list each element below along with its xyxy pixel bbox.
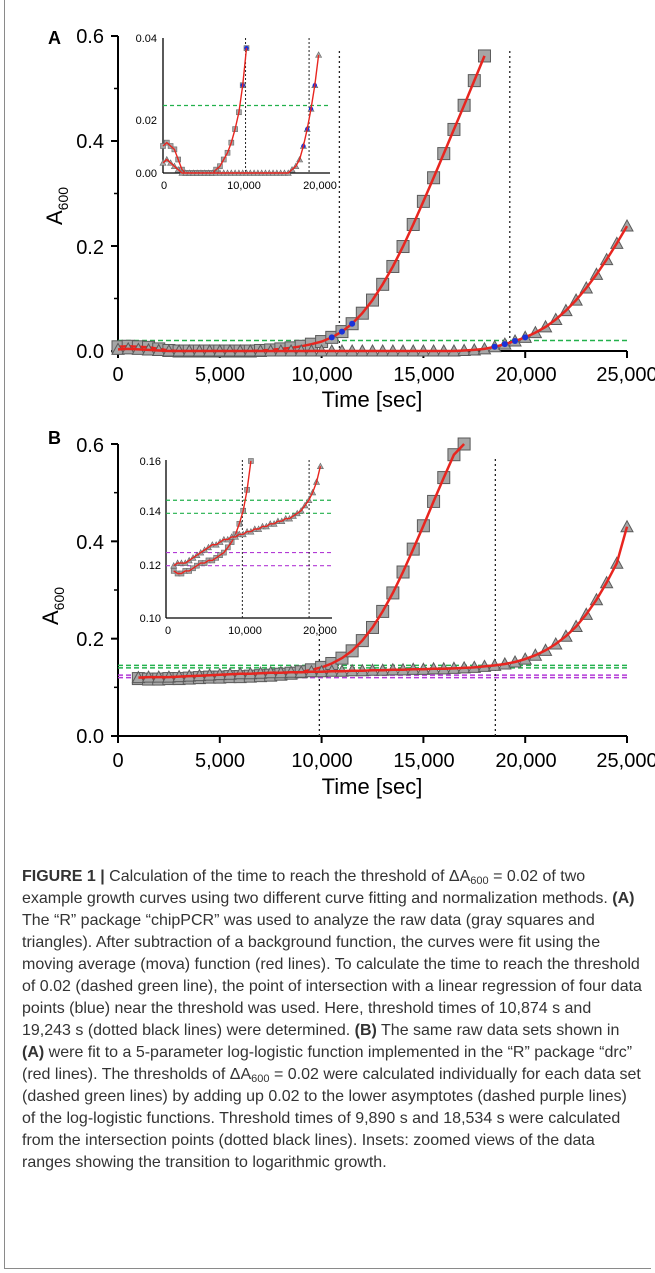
b-ytick-2: 0.4 <box>76 532 104 554</box>
caption-ref-a: (A) <box>22 1044 45 1061</box>
b-inset-xtick-1: 10,000 <box>228 625 262 637</box>
caption-sub-2: 600 <box>251 1073 270 1085</box>
a-ytick-1: 0.2 <box>76 237 104 259</box>
a-xlabel: Time [sec] <box>322 387 423 412</box>
a-inset-xtick-1: 10,000 <box>227 180 261 192</box>
b-inset-ytick-2: 0.12 <box>140 560 161 572</box>
a-inset-ytick-1: 0.02 <box>136 115 157 127</box>
b-inset-xtick-0: 0 <box>165 625 171 637</box>
a-regression-point <box>328 334 335 341</box>
a-xtick-5: 25,000 <box>596 364 655 386</box>
caption-tag-a: (A) <box>612 890 635 907</box>
figure-frame <box>4 0 651 1269</box>
b-ytick-3: 0.6 <box>76 435 104 457</box>
a-regression-point <box>501 341 508 348</box>
caption-label: FIGURE 1 | <box>22 868 105 885</box>
b-inset-fit-line-1 <box>173 460 252 575</box>
b-fit-line-2 <box>138 526 629 679</box>
a-regression-point <box>491 343 498 350</box>
figure-caption: FIGURE 1 | Calculation of the time to re… <box>22 866 644 1174</box>
b-xtick-1: 5,000 <box>195 750 245 772</box>
a-regression-point <box>338 328 345 335</box>
a-triangle-point <box>620 219 634 232</box>
a-regression-point <box>522 334 529 341</box>
a-ylabel: A600 <box>42 187 71 225</box>
b-inset-ytick-3: 0.10 <box>140 613 161 625</box>
caption-tag-b: (B) <box>354 1022 377 1039</box>
caption-text-1b: = 0.02 of two example growth curves usin… <box>22 868 608 907</box>
b-xtick-3: 15,000 <box>393 750 454 772</box>
a-xtick-3: 15,000 <box>393 364 454 386</box>
caption-text-1a: Calculation of the time to reach the thr… <box>109 868 471 885</box>
a-fit-line-2 <box>117 225 629 353</box>
b-ylabel: A600 <box>38 587 67 625</box>
caption-sub-1: 600 <box>470 875 489 887</box>
a-regression-point <box>512 338 519 345</box>
b-inset-fit-line-2 <box>173 466 322 567</box>
b-xlabel: Time [sec] <box>322 774 423 799</box>
b-triangle-point <box>620 519 634 533</box>
b-inset-ytick-0: 0.16 <box>140 456 161 468</box>
a-inset-xtick-2: 20,000 <box>303 180 337 192</box>
a-regression-point <box>349 320 356 327</box>
b-xtick-5: 25,000 <box>596 750 655 772</box>
a-ytick-3: 0.6 <box>76 26 104 48</box>
caption-text-3c: = 0.02 were calculated individually for … <box>22 1066 641 1171</box>
b-xtick-4: 20,000 <box>495 750 556 772</box>
a-xtick-2: 10,000 <box>291 364 352 386</box>
b-ytick-1: 0.2 <box>76 629 104 651</box>
b-xtick-2: 10,000 <box>291 750 352 772</box>
b-ytick-0: 0.0 <box>76 726 104 748</box>
caption-text-2: The “R” package “chipPCR” was used to an… <box>22 912 642 1039</box>
panel-a-label: A <box>48 28 61 48</box>
a-ytick-0: 0.0 <box>76 341 104 363</box>
caption-text-3a: The same raw data sets shown in <box>381 1022 620 1039</box>
a-inset-xtick-0: 0 <box>161 180 167 192</box>
panel-b-label: B <box>48 428 61 448</box>
a-xtick-0: 0 <box>112 364 123 386</box>
caption-text-3b: were fit to a 5-parameter log-logistic f… <box>22 1044 633 1083</box>
b-inset-xtick-2: 20,000 <box>303 625 337 637</box>
figure-charts: A B 0.0 0.2 0.4 0.6 0 5,000 10,000 15,00… <box>38 26 655 799</box>
a-inset-ytick-2: 0.00 <box>136 168 157 180</box>
a-inset-fit-line-2 <box>162 54 320 174</box>
a-xtick-4: 20,000 <box>495 364 556 386</box>
a-xtick-1: 5,000 <box>195 364 245 386</box>
a-ytick-2: 0.4 <box>76 131 104 153</box>
a-inset-ytick-0: 0.04 <box>136 33 157 45</box>
b-inset-ytick-1: 0.14 <box>140 506 161 518</box>
b-xtick-0: 0 <box>112 750 123 772</box>
